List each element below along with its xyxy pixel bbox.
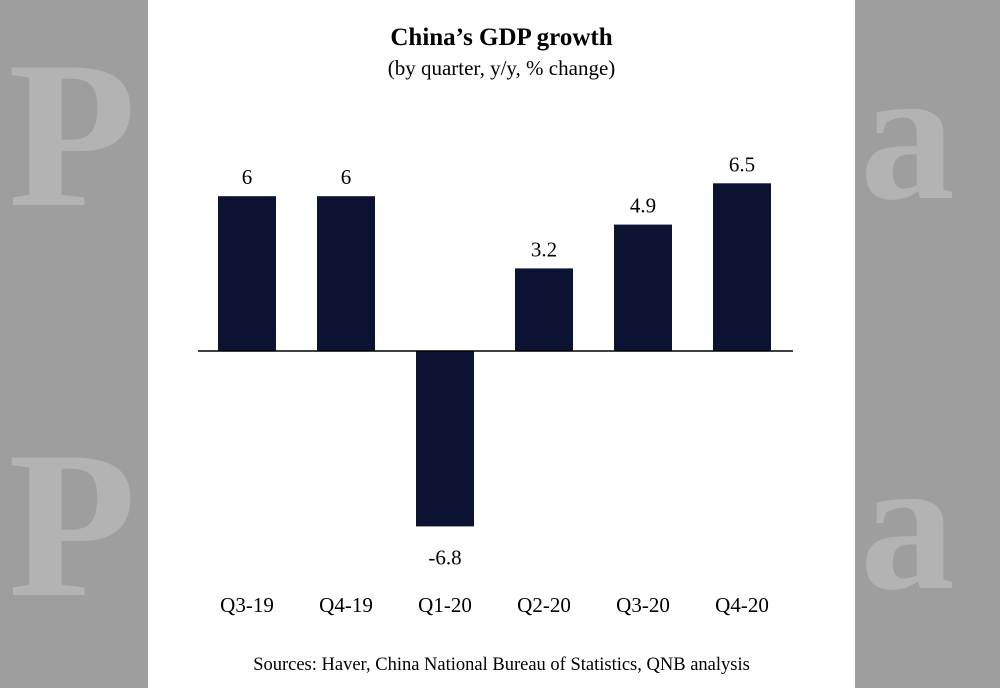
bar-q4-19	[317, 196, 375, 351]
chart-source-note: Sources: Haver, China National Bureau of…	[253, 655, 750, 675]
chart-title: China’s GDP growth	[390, 24, 613, 51]
category-label: Q1-20	[418, 593, 472, 617]
bar-chart: 6 Q3-19 6 Q4-19 -6.8 Q1-20 3.2 Q2-20 4.9 Q3-20 6.5…	[198, 152, 793, 617]
watermark-letter: a	[860, 420, 955, 630]
bar-q1-20	[416, 351, 474, 527]
data-label: 3.2	[531, 237, 557, 261]
category-label: Q2-20	[517, 593, 571, 617]
data-label: 4.9	[630, 194, 656, 218]
chart-panel: China’s GDP growth (by quarter, y/y, % c…	[148, 0, 855, 688]
watermark-letter: P	[8, 409, 137, 641]
data-label: 6.5	[729, 152, 755, 176]
watermark-letter: P	[8, 19, 137, 251]
watermark-letter: a	[860, 30, 955, 240]
category-label: Q3-20	[616, 593, 670, 617]
bar-q3-19	[218, 196, 276, 351]
category-label: Q4-19	[319, 593, 373, 617]
bar-q2-20	[515, 268, 573, 351]
bar-q4-20	[713, 183, 771, 351]
category-label: Q3-19	[220, 593, 274, 617]
data-label: 6	[242, 165, 253, 189]
data-label: 6	[341, 165, 352, 189]
bar-q3-20	[614, 224, 672, 351]
data-label: -6.8	[428, 545, 461, 569]
chart-subtitle: (by quarter, y/y, % change)	[387, 56, 616, 80]
category-label: Q4-20	[715, 593, 769, 617]
